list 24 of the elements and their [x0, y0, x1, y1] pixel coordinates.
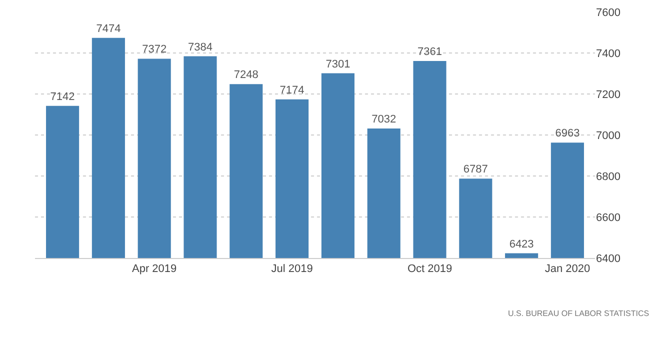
- data-label: 6963: [555, 128, 580, 140]
- x-tick-label: Jan 2020: [544, 263, 590, 276]
- y-tick-label: 7400: [596, 48, 620, 60]
- data-label: 7032: [372, 113, 396, 126]
- y-tick-label: 6400: [596, 252, 620, 265]
- data-label: 7384: [188, 41, 212, 54]
- y-tick-label: 7000: [596, 130, 620, 142]
- data-label: 6423: [509, 238, 534, 250]
- data-label: 7372: [142, 44, 167, 56]
- data-label: 7474: [96, 22, 121, 35]
- x-tick-label: Oct 2019: [407, 263, 452, 276]
- x-tick-label: Apr 2019: [132, 263, 177, 276]
- y-tick-label: 7200: [596, 88, 620, 101]
- data-label: 7361: [418, 46, 442, 58]
- data-label: 6787: [463, 164, 488, 176]
- text: U.S. BUREAU OF LABOR STATISTICS: [508, 309, 650, 318]
- y-tick-label: 7600: [596, 6, 620, 19]
- y-tick-label: 6600: [596, 212, 620, 224]
- data-label: 7248: [234, 69, 258, 82]
- x-tick-label: Jul 2019: [271, 263, 313, 276]
- data-label: 7142: [50, 90, 75, 103]
- y-tick-label: 6800: [596, 170, 620, 183]
- data-label: 7301: [326, 58, 350, 70]
- data-label: 7174: [280, 84, 304, 96]
